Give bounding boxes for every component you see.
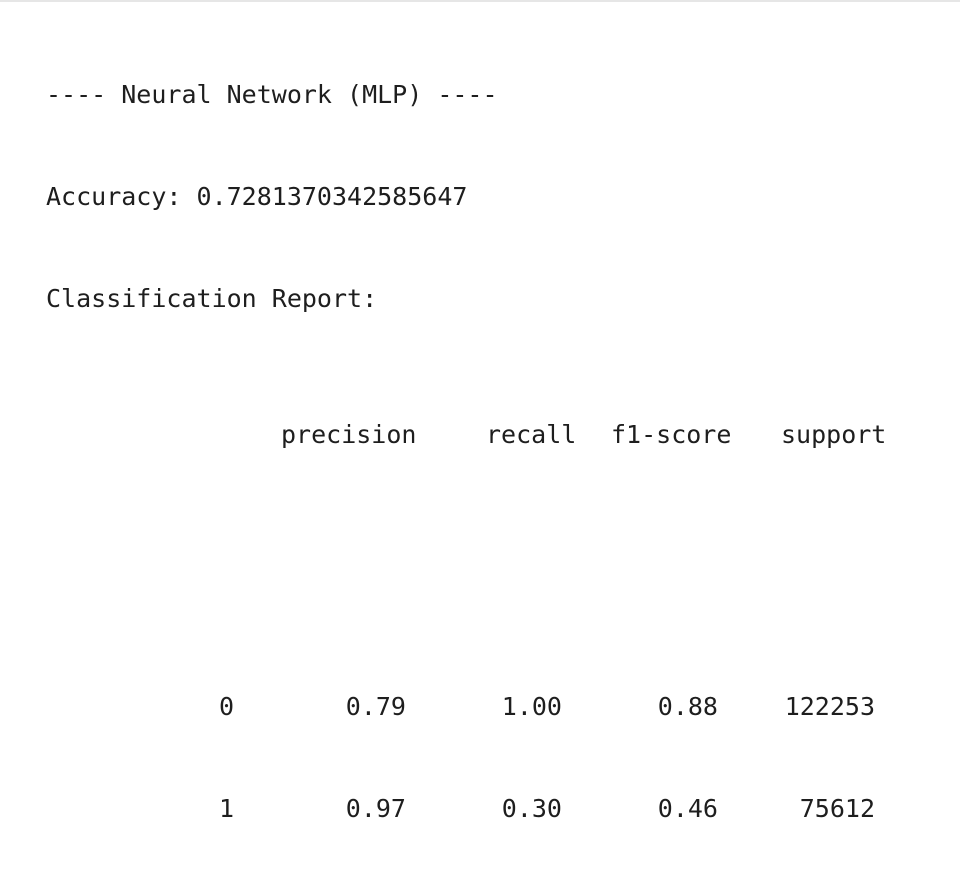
precision-value: 0.03 xyxy=(346,894,406,896)
support-value: 75612 xyxy=(799,794,875,823)
class-label: 1 xyxy=(218,794,234,823)
support-value: 2085 xyxy=(815,894,875,896)
model-title-line: ---- Neural Network (MLP) ---- xyxy=(46,80,498,109)
f1-value: 0.46 xyxy=(657,794,718,823)
class-row: 2 0.03 0.32 0.05 2085 xyxy=(46,894,946,896)
class-label: 0 xyxy=(218,692,234,721)
recall-value: 1.00 xyxy=(501,692,562,721)
class-label: 2 xyxy=(219,894,234,896)
class-row: 1 0.97 0.30 0.46 75612 xyxy=(46,792,946,826)
f1-value: 0.05 xyxy=(658,894,718,896)
accuracy-line: Accuracy: 0.7281370342585647 xyxy=(46,182,468,211)
report-header-row: precision recall f1-score support xyxy=(46,418,946,452)
f1-value: 0.88 xyxy=(657,692,718,721)
support-value: 122253 xyxy=(784,692,875,721)
console-output: ---- Neural Network (MLP) ---- Accuracy:… xyxy=(46,10,946,896)
header-support: support xyxy=(781,420,887,449)
header-precision: precision xyxy=(281,420,417,449)
precision-value: 0.97 xyxy=(345,794,406,823)
recall-value: 0.30 xyxy=(501,794,562,823)
recall-value: 0.32 xyxy=(502,894,562,896)
output-top-border xyxy=(0,0,960,2)
blank-line xyxy=(46,554,946,588)
header-recall: recall xyxy=(486,420,577,449)
precision-value: 0.79 xyxy=(345,692,406,721)
header-f1-score: f1-score xyxy=(611,420,732,449)
class-row: 0 0.79 1.00 0.88 122253 xyxy=(46,690,946,724)
report-heading: Classification Report: xyxy=(46,284,378,313)
